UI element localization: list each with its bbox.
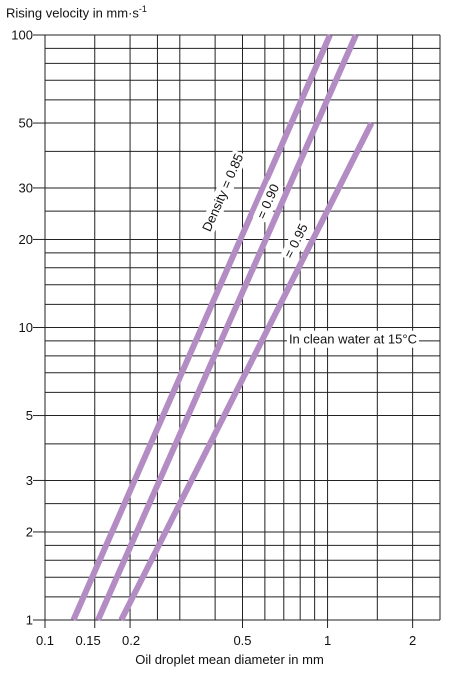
x-tick-label: 1 (324, 633, 331, 648)
series-line-1 (70, 33, 333, 622)
annotation-background (286, 330, 419, 348)
y-tick-label: 30 (19, 180, 33, 195)
title-superscript: -1 (138, 4, 147, 14)
axis-layer: 1 2 3 5 10 20 30 50 100 0.1 0.15 0.2 0.5 1 2 (11, 28, 416, 649)
y-tick-label: 5 (26, 408, 33, 423)
y-tick-label: 1 (26, 613, 33, 628)
x-tick-label: 2 (409, 633, 416, 648)
x-tick-label: 0.5 (233, 633, 251, 648)
series-line-3 (118, 121, 375, 622)
x-tick-label: 0.15 (75, 633, 100, 648)
y-tick-label: 10 (19, 320, 33, 335)
y-tick-label: 3 (26, 473, 33, 488)
series-label-background (280, 219, 313, 263)
grid-layer (44, 34, 441, 621)
y-tick-label: 20 (19, 232, 33, 247)
series-label-1: Density = 0.85 (199, 151, 246, 233)
series-label-background (198, 149, 249, 236)
x-tick-label: 0.1 (36, 633, 54, 648)
y-tick-label: 2 (26, 524, 33, 539)
series-layer (70, 33, 375, 622)
series-line-2 (95, 33, 359, 622)
chart-title: Rising velocity in mm·s-1 (6, 4, 147, 21)
series-label-background (252, 179, 284, 224)
x-tick-label: 0.2 (122, 633, 140, 648)
y-tick-label: 50 (19, 116, 33, 131)
y-tick-label: 100 (11, 28, 33, 43)
annotation-label: In clean water at 15°C (289, 332, 417, 347)
x-axis-label: Oil droplet mean diameter in mm (135, 652, 324, 667)
